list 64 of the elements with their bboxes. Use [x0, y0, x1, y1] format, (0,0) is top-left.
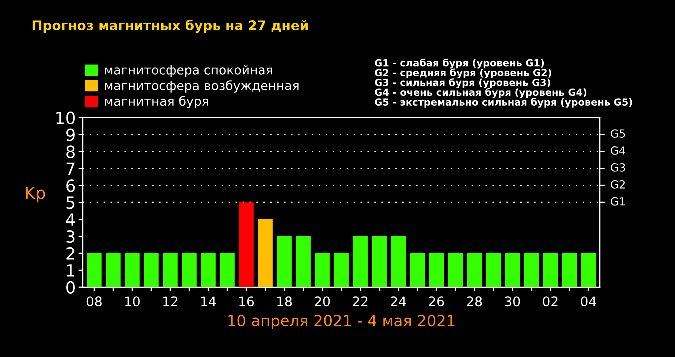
bar: [334, 253, 349, 288]
y-tick-label: 3: [66, 230, 75, 244]
x-tick-label: 26: [429, 296, 444, 307]
chart-title: Прогноз магнитных бурь на 27 дней: [32, 20, 308, 34]
bar: [448, 253, 464, 288]
x-tick-label: 16: [240, 296, 254, 307]
y-axis-title: Kp: [26, 186, 46, 203]
x-tick-label: 30: [505, 296, 520, 307]
ref-line-label: G4: [611, 146, 626, 155]
x-tick-label: 08: [86, 296, 102, 307]
x-axis-title: 10 апреля 2021 - 4 мая 2021: [228, 315, 455, 330]
bar: [562, 253, 578, 288]
bar: [258, 220, 273, 288]
y-tick-label: 5: [66, 196, 75, 210]
bar: [315, 253, 330, 288]
bar: [581, 253, 596, 288]
x-tick-label: 20: [315, 296, 330, 307]
legend-label: магнитосфера возбужденная: [105, 80, 299, 93]
y-tick-label: 2: [66, 247, 74, 260]
x-tick-label: 14: [202, 296, 216, 306]
bar: [125, 253, 140, 288]
bar: [391, 236, 406, 288]
bar: [87, 253, 102, 288]
x-tick-label: 10: [126, 296, 140, 307]
x-tick-label: 12: [164, 296, 178, 306]
y-tick-label: 10: [56, 112, 75, 124]
bar: [106, 253, 121, 288]
text: G1 - слабая буря (уровень G1) G2 - средняя буря (уровень G2) G3 - сильная буря (уровень G3) G4 - очень сильная буря (уровень G4) G5 - экстремально сильная буря (уровень G5): [375, 58, 632, 108]
bar: [410, 253, 425, 288]
x-tick-label: 02: [543, 296, 558, 307]
bar: [524, 253, 540, 288]
bar: [296, 236, 311, 288]
legend-label: магнитосфера спокойная: [105, 65, 272, 78]
bar: [486, 253, 502, 288]
bar: [239, 202, 254, 288]
x-tick-label: 24: [391, 296, 406, 306]
bar: [429, 253, 444, 288]
y-tick-label: 4: [66, 214, 76, 226]
y-tick-label: 1: [67, 264, 75, 277]
ref-line-label: G2: [611, 180, 625, 189]
y-tick-label: 9: [66, 128, 75, 142]
y-tick-label: 6: [66, 180, 76, 192]
ref-line-label: G5: [611, 130, 626, 138]
bar: [505, 253, 520, 288]
bar: [353, 236, 368, 288]
bar: [277, 236, 292, 288]
bar: [163, 253, 178, 288]
x-tick-label: 22: [353, 296, 368, 306]
bar: [182, 253, 197, 288]
bar: [372, 236, 387, 288]
ref-line-label: G3: [611, 164, 626, 172]
bar: [201, 253, 216, 288]
x-tick-label: 04: [581, 296, 596, 307]
legend-label: магнитная буря: [105, 96, 208, 108]
ref-line-label: G1: [611, 197, 626, 206]
x-tick-label: 28: [467, 296, 482, 307]
bar: [467, 253, 482, 288]
bar: [144, 253, 159, 288]
y-tick-label: 0: [66, 281, 75, 294]
bar: [220, 253, 235, 288]
bar: [543, 253, 558, 288]
y-tick-label: 8: [66, 146, 75, 158]
y-tick-label: 7: [66, 162, 75, 176]
x-tick-label: 18: [278, 296, 292, 307]
